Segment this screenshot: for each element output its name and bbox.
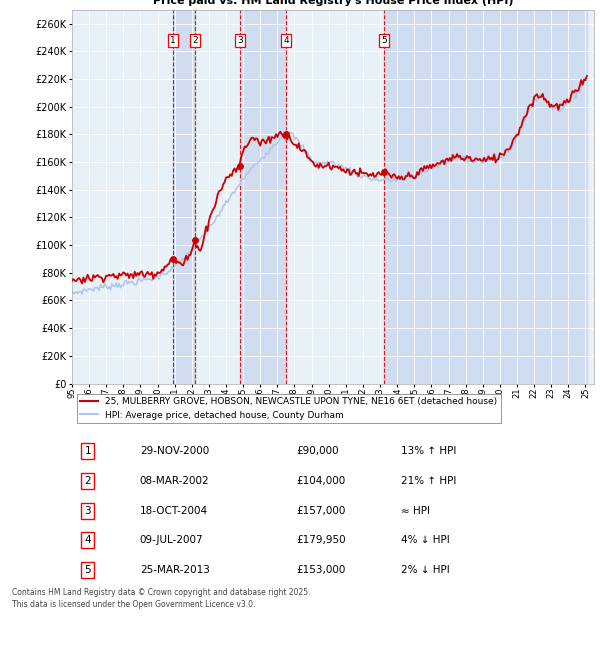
- Text: 25-MAR-2013: 25-MAR-2013: [140, 565, 210, 575]
- Bar: [384, 10, 587, 383]
- Text: 3: 3: [237, 36, 242, 45]
- Text: £179,950: £179,950: [296, 535, 346, 545]
- Text: 2: 2: [192, 36, 198, 45]
- Text: 29-NOV-2000: 29-NOV-2000: [140, 447, 209, 456]
- Text: 21% ↑ HPI: 21% ↑ HPI: [401, 476, 456, 486]
- Text: 2: 2: [85, 476, 91, 486]
- Text: 5: 5: [85, 565, 91, 575]
- Text: 3: 3: [85, 506, 91, 515]
- Text: 2% ↓ HPI: 2% ↓ HPI: [401, 565, 449, 575]
- Text: £104,000: £104,000: [296, 476, 346, 486]
- Text: £153,000: £153,000: [296, 565, 346, 575]
- Text: 4% ↓ HPI: 4% ↓ HPI: [401, 535, 449, 545]
- Legend: 25, MULBERRY GROVE, HOBSON, NEWCASTLE UPON TYNE, NE16 6ET (detached house), HPI:: 25, MULBERRY GROVE, HOBSON, NEWCASTLE UP…: [77, 394, 501, 423]
- Text: 18-OCT-2004: 18-OCT-2004: [140, 506, 208, 515]
- Text: 13% ↑ HPI: 13% ↑ HPI: [401, 447, 456, 456]
- Text: 1: 1: [85, 447, 91, 456]
- Bar: [173, 10, 195, 383]
- Text: £90,000: £90,000: [296, 447, 339, 456]
- Text: 5: 5: [381, 36, 387, 45]
- Text: Contains HM Land Registry data © Crown copyright and database right 2025.
This d: Contains HM Land Registry data © Crown c…: [12, 588, 310, 608]
- Text: 4: 4: [85, 535, 91, 545]
- Text: £157,000: £157,000: [296, 506, 346, 515]
- Title: 25, MULBERRY GROVE, HOBSON, NEWCASTLE UPON TYNE, NE16 6ET
Price paid vs. HM Land: 25, MULBERRY GROVE, HOBSON, NEWCASTLE UP…: [119, 0, 547, 6]
- Text: 08-MAR-2002: 08-MAR-2002: [140, 476, 209, 486]
- Text: ≈ HPI: ≈ HPI: [401, 506, 430, 515]
- Text: 4: 4: [283, 36, 289, 45]
- Text: 1: 1: [170, 36, 176, 45]
- Bar: [240, 10, 286, 383]
- Text: 09-JUL-2007: 09-JUL-2007: [140, 535, 203, 545]
